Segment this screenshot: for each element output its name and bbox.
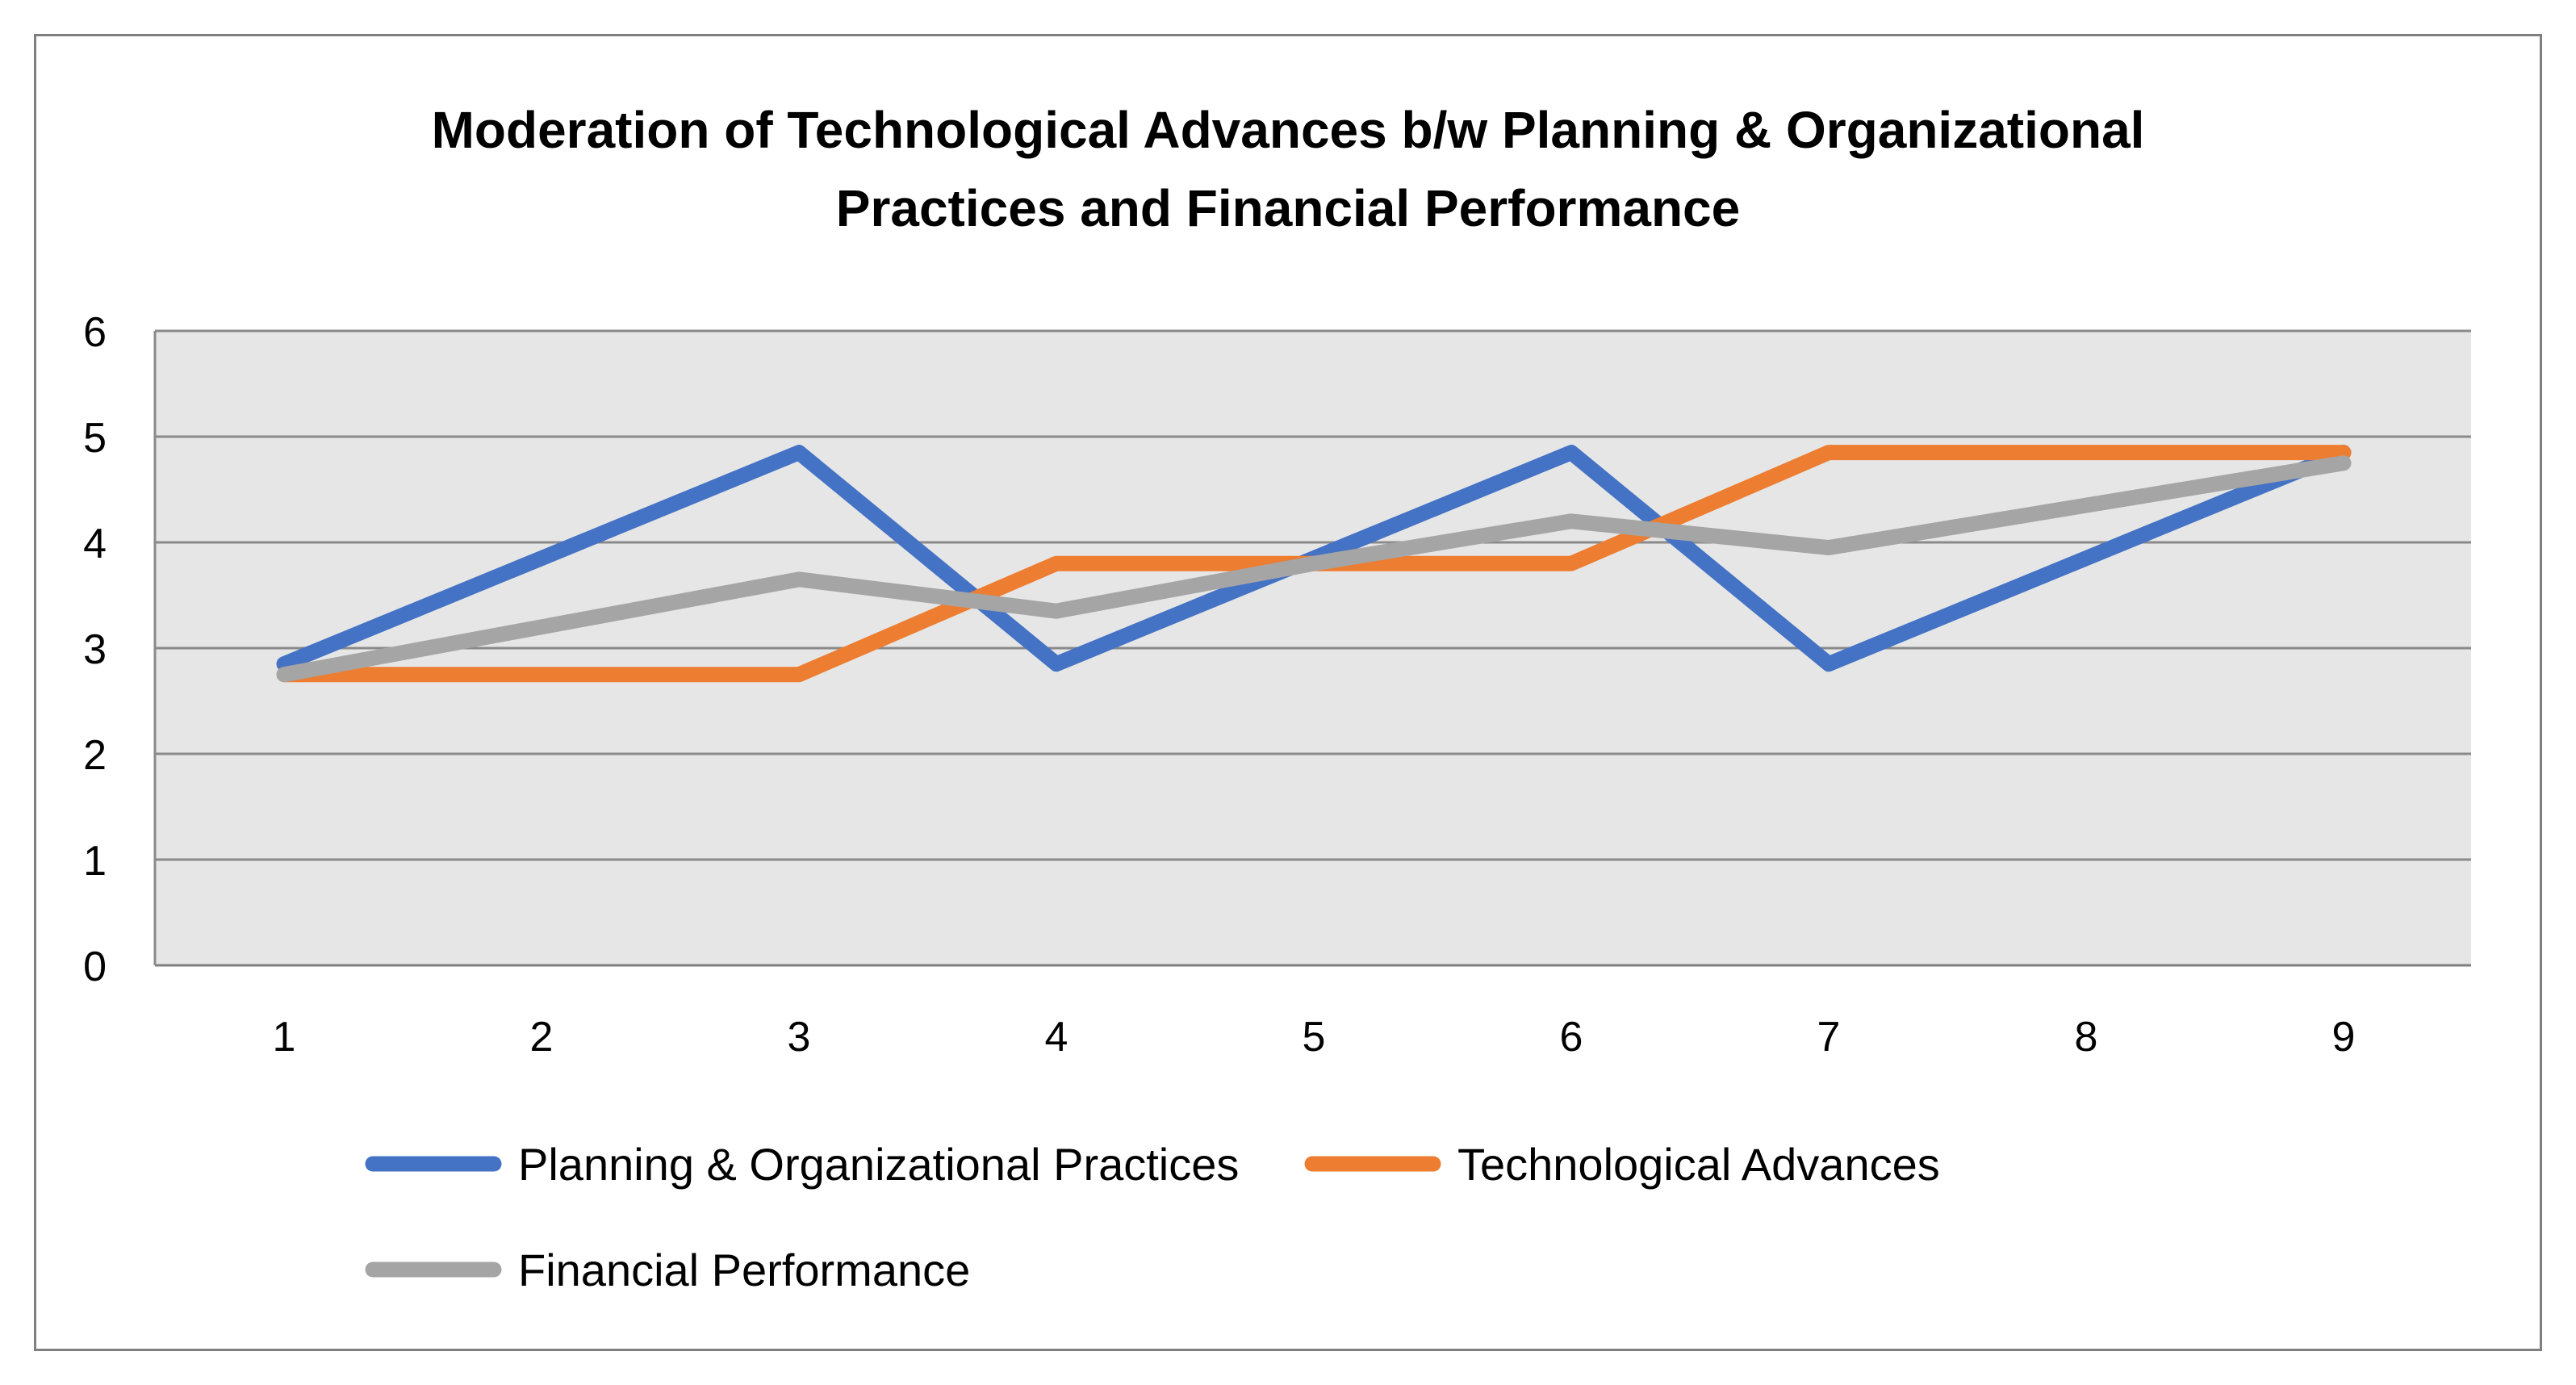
chart-title-line-2: Practices and Financial Performance	[836, 179, 1740, 237]
legend: Planning & Organizational Practices Techn…	[365, 1139, 1940, 1295]
y-tick-label: 4	[83, 521, 107, 567]
x-tick-label: 3	[788, 1014, 811, 1061]
grid-lines	[153, 329, 2471, 967]
y-tick-label: 5	[83, 415, 107, 462]
y-tick-label: 3	[83, 626, 107, 673]
legend-label-3: Financial Performance	[518, 1245, 970, 1295]
y-tick-label: 2	[83, 732, 107, 779]
x-tick-label: 6	[1560, 1014, 1583, 1061]
x-axis-ticks: 1 2 3 4 5 6 7 8 9	[273, 1014, 2356, 1061]
y-tick-label: 0	[83, 944, 107, 990]
legend-label-1: Planning & Organizational Practices	[518, 1139, 1239, 1190]
series-lines	[276, 445, 2352, 683]
x-tick-label: 7	[1817, 1014, 1841, 1061]
x-tick-label: 2	[530, 1014, 554, 1061]
y-axis-ticks: 0 1 2 3 4 5 6	[83, 309, 107, 990]
x-tick-label: 9	[2332, 1014, 2356, 1061]
x-tick-label: 1	[273, 1014, 296, 1061]
chart-title-line-1: Moderation of Technological Advances b/w…	[432, 101, 2145, 159]
x-tick-label: 8	[2075, 1014, 2098, 1061]
y-tick-label: 6	[83, 309, 107, 356]
y-tick-label: 1	[83, 838, 107, 885]
legend-label-2: Technological Advances	[1457, 1139, 1940, 1190]
x-tick-label: 4	[1045, 1014, 1068, 1061]
series-line-3	[276, 455, 2352, 683]
x-tick-label: 5	[1303, 1014, 1326, 1061]
